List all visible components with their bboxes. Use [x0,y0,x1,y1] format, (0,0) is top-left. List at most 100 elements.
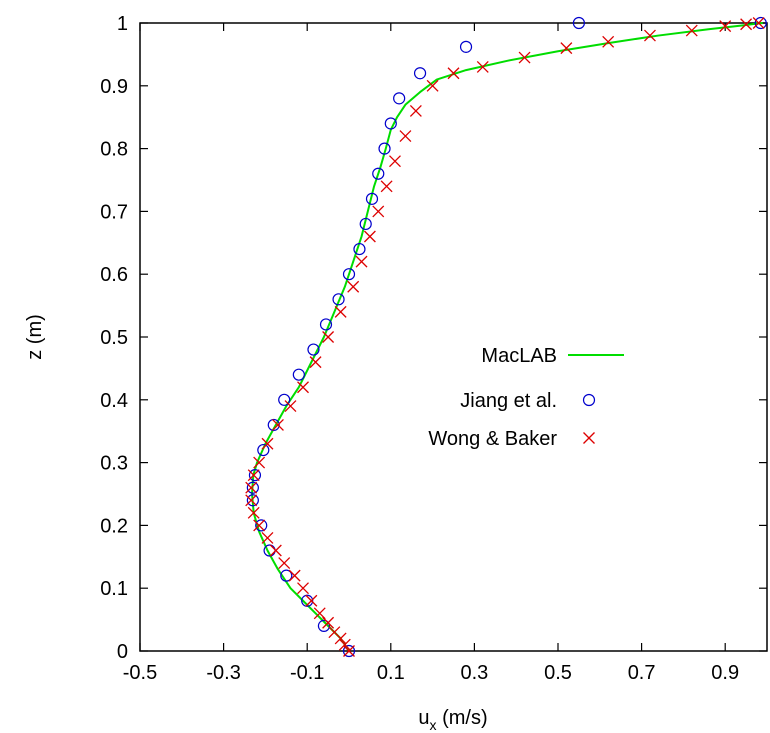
data-point-cross [347,280,360,293]
data-point-circle [280,569,293,582]
y-tick-label: 0 [117,641,128,663]
x-tick-label: 0.1 [377,662,405,684]
data-point-cross [355,255,368,268]
legend-swatch-marker [583,432,595,444]
series-points-2 [245,17,765,657]
data-point-cross [288,569,301,582]
series-layer [245,16,767,658]
data-point-cross [447,67,460,80]
data-point-circle [342,644,356,658]
data-point-cross [284,400,297,413]
data-point-cross [409,104,422,117]
data-point-cross [322,331,335,343]
x-tick-label: 0.3 [460,662,488,684]
y-tick-label: 0.2 [100,515,128,537]
data-point-circle [292,368,305,381]
data-point-cross [245,494,258,507]
data-point-circle [307,343,320,356]
data-point-cross [338,638,351,651]
data-point-cross [343,645,355,657]
data-point-circle [246,494,259,507]
y-axis-ticks: 0 0.1 0.2 0.3 0.4 0.5 0.6 0.7 0.8 0.9 1 [100,13,767,663]
data-point-cross [740,18,753,31]
data-point-cross [322,616,335,629]
data-point-cross [685,24,698,37]
data-point-cross [297,582,309,595]
data-point-cross [363,230,376,243]
data-point-cross [247,506,260,519]
data-point-cross [297,381,309,394]
data-point-cross [334,305,347,318]
data-point-circle [301,594,314,607]
data-point-cross [278,557,291,570]
data-point-cross [372,205,385,218]
y-tick-label: 1 [117,13,128,35]
data-point-cross [399,130,412,142]
data-point-circle [393,92,406,105]
y-tick-label: 0.4 [100,390,128,412]
data-point-cross [476,61,489,73]
data-point-circle [246,481,259,494]
legend-swatch-marker [582,393,596,407]
data-point-cross [719,20,732,33]
legend-label: Wong & Baker [428,428,557,450]
data-point-cross [518,51,531,64]
x-tick-label: 0.5 [544,662,572,684]
data-point-circle [332,293,345,306]
data-point-circle [342,268,356,281]
legend: MacLAB Jiang et al. Wong & Baker [428,345,624,450]
data-point-circle [365,192,379,205]
data-point-cross [261,532,274,544]
data-point-circle [372,167,385,180]
data-point-circle [278,393,291,406]
data-point-circle [248,469,262,482]
data-point-circle [317,619,331,632]
x-tick-label: -0.5 [123,662,157,684]
y-tick-label: 0.7 [100,201,128,223]
data-point-circle [413,67,427,80]
data-point-cross [253,456,266,469]
data-point-cross [389,155,401,168]
data-point-circle [359,217,372,231]
x-axis-ticks: -0.5 -0.3 -0.1 0.1 0.3 0.5 0.7 0.9 [123,23,739,684]
data-point-cross [752,17,765,29]
data-point-circle [255,519,268,532]
data-point-cross [426,79,439,92]
y-tick-label: 0.8 [100,139,128,161]
x-tick-label: -0.1 [290,662,324,684]
data-point-circle [459,40,473,53]
data-point-cross [253,519,266,532]
data-point-cross [309,356,322,369]
data-point-cross [602,35,615,48]
data-point-cross [271,418,284,431]
data-point-cross [261,437,274,450]
data-point-circle [384,117,397,130]
data-point-cross [328,626,341,639]
legend-label: MacLAB [481,345,557,367]
data-point-cross [245,481,258,494]
series-points-1 [246,16,767,658]
y-tick-label: 0.5 [100,327,128,349]
data-point-cross [644,29,656,42]
data-point-circle [572,16,586,30]
data-point-cross [247,469,260,482]
x-tick-label: 0.7 [628,662,656,684]
data-point-cross [305,594,318,607]
data-point-cross [313,607,326,620]
data-point-circle [754,16,767,30]
data-point-circle [353,242,366,256]
data-point-circle [319,318,333,331]
data-point-circle [257,443,270,457]
data-point-cross [380,180,393,193]
data-point-circle [267,418,280,432]
legend-label: Jiang et al. [460,390,557,412]
x-axis-label: ux (m/s) [418,707,487,733]
y-tick-label: 0.1 [100,578,128,600]
x-tick-label: -0.3 [206,662,240,684]
plot-frame [139,22,768,652]
data-point-circle [378,142,391,155]
y-tick-label: 0.9 [100,76,128,98]
y-axis-label: z (m) [24,314,46,360]
x-tick-label: 0.9 [711,662,739,684]
